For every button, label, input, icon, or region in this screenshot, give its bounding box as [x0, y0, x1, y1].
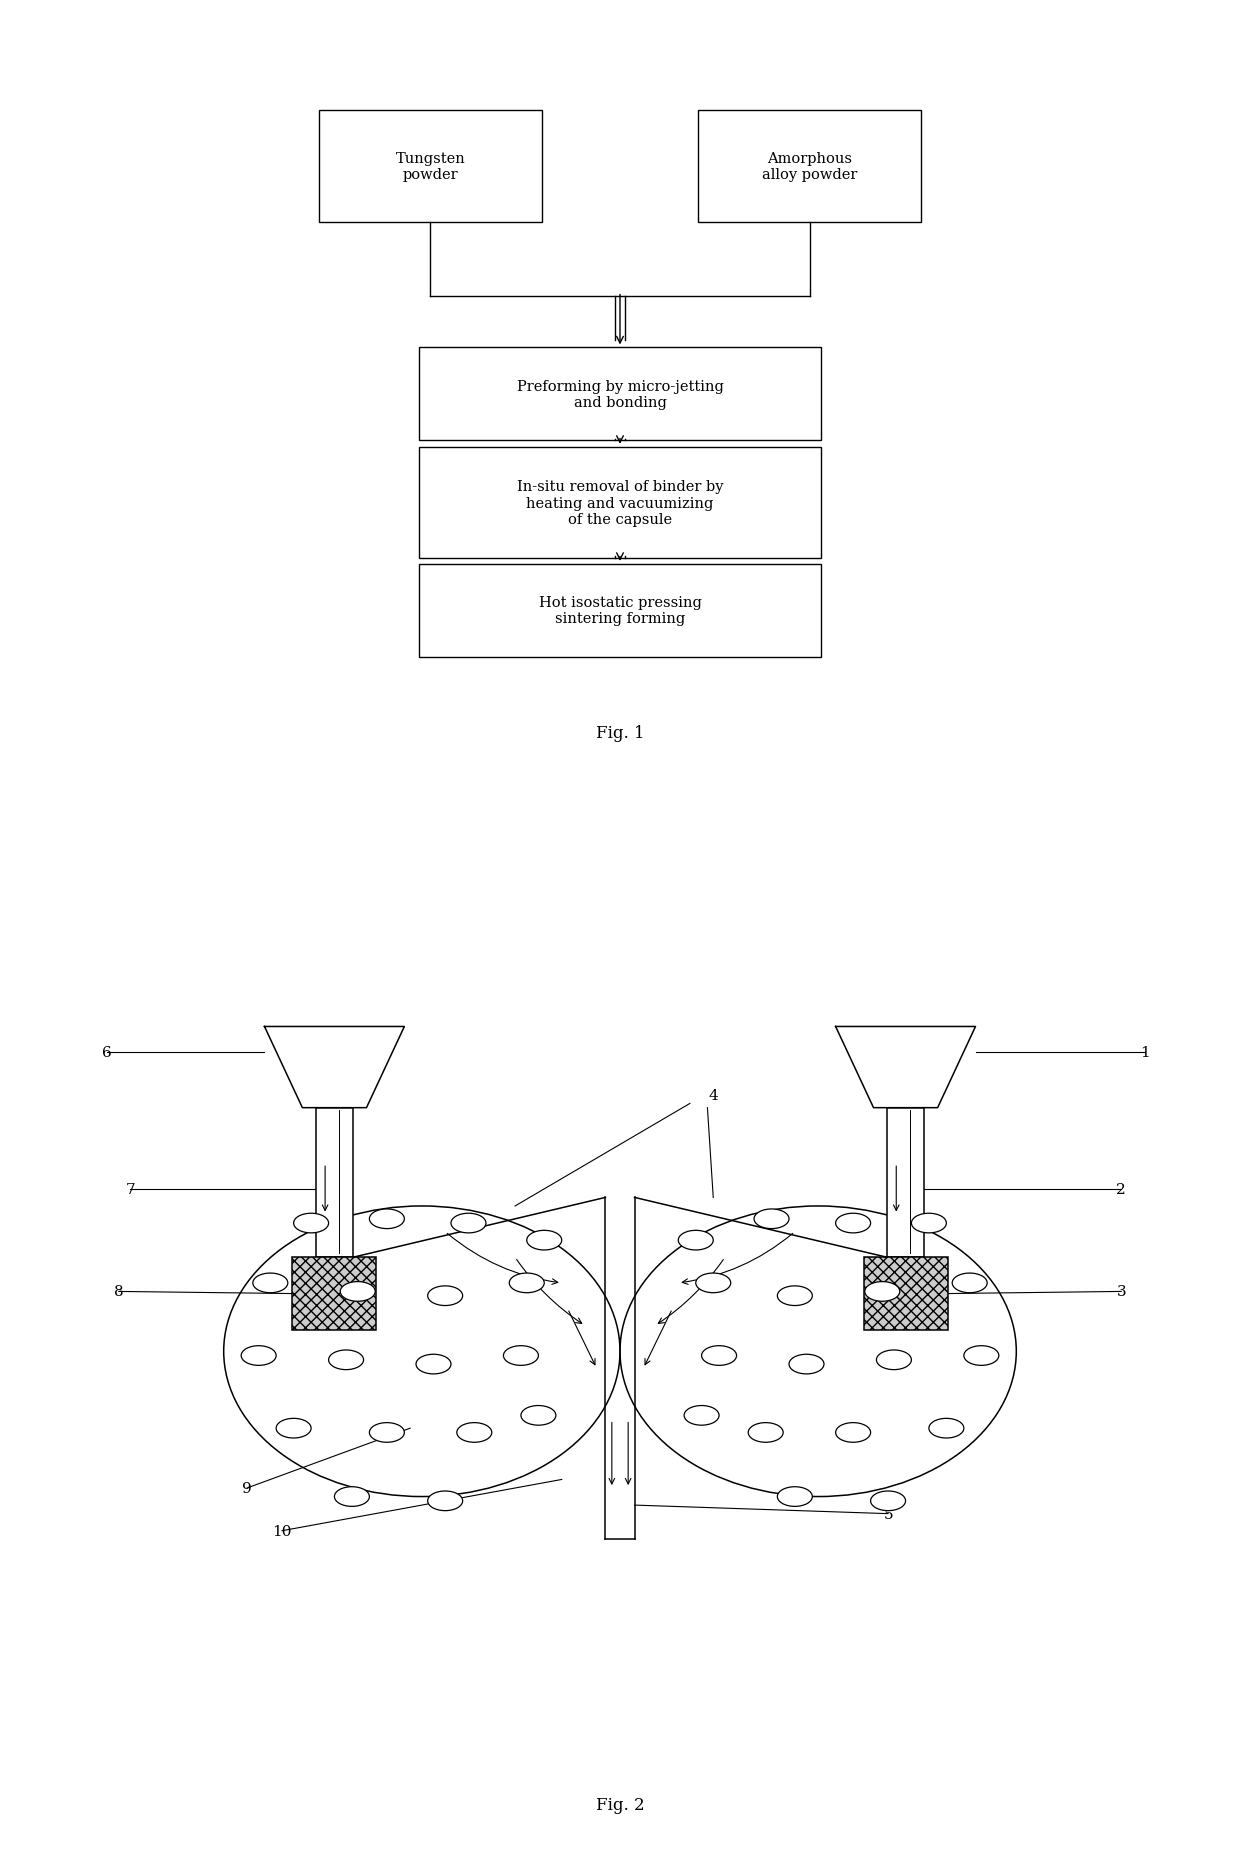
Bar — [419, 448, 821, 559]
Ellipse shape — [929, 1419, 963, 1437]
Bar — [887, 1109, 924, 1257]
Ellipse shape — [510, 1274, 544, 1292]
Ellipse shape — [836, 1214, 870, 1233]
Ellipse shape — [963, 1346, 999, 1365]
Ellipse shape — [748, 1422, 784, 1443]
Ellipse shape — [777, 1487, 812, 1506]
Text: Preforming by micro-jetting
and bonding: Preforming by micro-jetting and bonding — [517, 379, 723, 410]
Text: 10: 10 — [273, 1525, 291, 1538]
Text: Fig. 1: Fig. 1 — [595, 724, 645, 743]
Text: 4: 4 — [708, 1088, 718, 1103]
Ellipse shape — [340, 1281, 376, 1302]
Ellipse shape — [877, 1350, 911, 1370]
Ellipse shape — [451, 1214, 486, 1233]
Ellipse shape — [456, 1422, 492, 1443]
Bar — [419, 347, 821, 440]
Bar — [419, 565, 821, 657]
Ellipse shape — [294, 1214, 329, 1233]
Ellipse shape — [428, 1287, 463, 1305]
Ellipse shape — [329, 1350, 363, 1370]
Ellipse shape — [241, 1346, 277, 1365]
Ellipse shape — [370, 1422, 404, 1443]
Bar — [316, 1109, 353, 1257]
Bar — [863, 1257, 947, 1330]
Ellipse shape — [777, 1287, 812, 1305]
Ellipse shape — [684, 1406, 719, 1426]
Ellipse shape — [370, 1209, 404, 1229]
Text: 5: 5 — [883, 1506, 893, 1521]
Text: 8: 8 — [114, 1285, 124, 1298]
Ellipse shape — [253, 1274, 288, 1292]
Ellipse shape — [415, 1354, 451, 1374]
Ellipse shape — [696, 1274, 730, 1292]
Text: 2: 2 — [1116, 1183, 1126, 1196]
Ellipse shape — [527, 1231, 562, 1250]
Ellipse shape — [754, 1209, 789, 1229]
Ellipse shape — [521, 1406, 556, 1426]
Ellipse shape — [702, 1346, 737, 1365]
Ellipse shape — [864, 1281, 900, 1302]
Ellipse shape — [836, 1422, 870, 1443]
Bar — [698, 111, 921, 223]
Text: 6: 6 — [102, 1045, 112, 1060]
Text: 9: 9 — [242, 1482, 252, 1495]
Ellipse shape — [335, 1487, 370, 1506]
Ellipse shape — [428, 1491, 463, 1512]
Ellipse shape — [503, 1346, 538, 1365]
Ellipse shape — [678, 1231, 713, 1250]
Text: 7: 7 — [125, 1183, 135, 1196]
Bar — [293, 1257, 377, 1330]
Bar — [319, 111, 542, 223]
Ellipse shape — [870, 1491, 905, 1512]
Text: 1: 1 — [1140, 1045, 1149, 1060]
Text: 3: 3 — [1116, 1285, 1126, 1298]
Text: Fig. 2: Fig. 2 — [595, 1796, 645, 1812]
Ellipse shape — [277, 1419, 311, 1437]
Ellipse shape — [789, 1354, 823, 1374]
Text: Tungsten
powder: Tungsten powder — [396, 152, 465, 182]
Ellipse shape — [952, 1274, 987, 1292]
Text: Hot isostatic pressing
sintering forming: Hot isostatic pressing sintering forming — [538, 596, 702, 626]
Text: Amorphous
alloy powder: Amorphous alloy powder — [763, 152, 857, 182]
Text: In-situ removal of binder by
heating and vacuumizing
of the capsule: In-situ removal of binder by heating and… — [517, 481, 723, 526]
Ellipse shape — [911, 1214, 946, 1233]
